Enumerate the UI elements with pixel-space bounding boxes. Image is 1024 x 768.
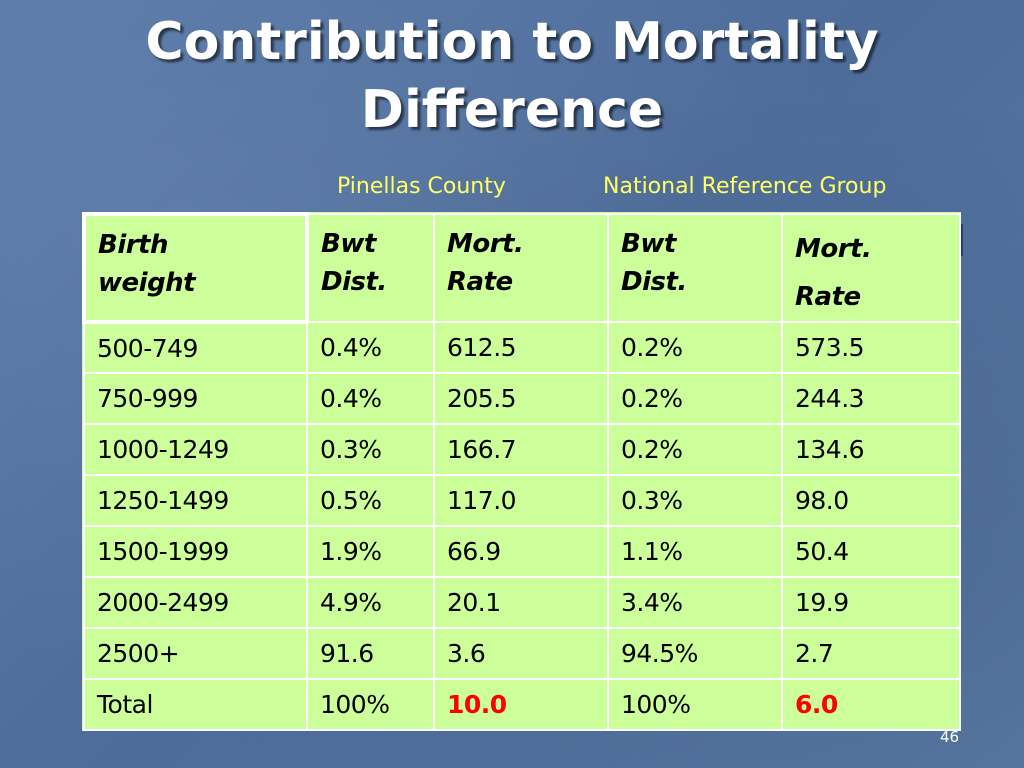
header-national-bwt-dist-line-1: Bwt — [621, 229, 676, 259]
table-row: 1500-1999 1.9% 66.9 1.1% 50.4 — [83, 525, 961, 578]
cell-national-bwt-dist: 94.5% — [607, 627, 783, 680]
mortality-table: Birth weight Bwt Dist. Mort. Rate Bwt Di… — [82, 212, 961, 731]
cell-national-mort-rate: 50.4 — [781, 525, 961, 578]
page-number: 46 — [940, 728, 960, 746]
header-birth-weight-line-1: Birth — [98, 230, 169, 260]
cell-national-bwt-dist: 3.4% — [607, 576, 783, 629]
cell-birth-weight: 750-999 — [83, 372, 308, 425]
table-row: 1000-1249 0.3% 166.7 0.2% 134.6 — [83, 423, 961, 476]
table-row-total: Total 100% 10.0 100% 6.0 — [83, 678, 961, 731]
header-national-mort-rate: Mort. Rate — [781, 213, 961, 323]
cell-national-bwt-dist: 0.2% — [607, 321, 783, 374]
table-row: 1250-1499 0.5% 117.0 0.3% 98.0 — [83, 474, 961, 527]
cell-national-mort-rate: 244.3 — [781, 372, 961, 425]
table-row: 500-749 0.4% 612.5 0.2% 573.5 — [83, 321, 961, 374]
header-pinellas-mort-rate: Mort. Rate — [433, 213, 609, 323]
header-pinellas-bwt-dist: Bwt Dist. — [306, 213, 435, 323]
header-pinellas-bwt-dist-line-1: Bwt — [321, 229, 376, 259]
cell-birth-weight: 1500-1999 — [83, 525, 308, 578]
cell-birth-weight: 2000-2499 — [83, 576, 308, 629]
header-birth-weight: Birth weight — [82, 212, 309, 324]
cell-pinellas-bwt-dist: 100% — [306, 678, 435, 731]
cell-pinellas-mort-rate: 117.0 — [433, 474, 609, 527]
cell-national-mort-rate: 2.7 — [781, 627, 961, 680]
cell-national-mort-rate: 19.9 — [781, 576, 961, 629]
cell-birth-weight: 2500+ — [83, 627, 308, 680]
cell-birth-weight: 1250-1499 — [83, 474, 308, 527]
group-label-national-reference: National Reference Group — [603, 174, 887, 199]
slide-title-line-1: Contribution to Mortality — [145, 12, 879, 72]
slide-title: Contribution to Mortality Difference — [0, 8, 1024, 144]
cell-pinellas-bwt-dist: 0.3% — [306, 423, 435, 476]
cell-national-bwt-dist: 0.2% — [607, 372, 783, 425]
cell-pinellas-mort-rate: 20.1 — [433, 576, 609, 629]
header-pinellas-mort-rate-line-2: Rate — [447, 267, 513, 297]
cell-birth-weight: 1000-1249 — [83, 423, 308, 476]
cell-pinellas-bwt-dist: 4.9% — [306, 576, 435, 629]
cell-pinellas-bwt-dist: 0.5% — [306, 474, 435, 527]
header-national-mort-rate-line-2: Rate — [795, 282, 861, 312]
cell-pinellas-mort-rate: 612.5 — [433, 321, 609, 374]
header-pinellas-mort-rate-line-1: Mort. — [447, 229, 524, 259]
table-row: 750-999 0.4% 205.5 0.2% 244.3 — [83, 372, 961, 425]
cell-national-mort-rate: 134.6 — [781, 423, 961, 476]
header-birth-weight-line-2: weight — [98, 268, 196, 298]
cell-pinellas-mort-rate: 205.5 — [433, 372, 609, 425]
table-row: 2500+ 91.6 3.6 94.5% 2.7 — [83, 627, 961, 680]
header-national-bwt-dist: Bwt Dist. — [607, 213, 783, 323]
cell-pinellas-total-mort-rate: 10.0 — [433, 678, 609, 731]
header-national-mort-rate-line-1: Mort. — [795, 234, 872, 264]
cell-birth-weight: 500-749 — [83, 321, 308, 374]
cell-national-bwt-dist: 0.2% — [607, 423, 783, 476]
cell-pinellas-bwt-dist: 0.4% — [306, 321, 435, 374]
cell-birth-weight: Total — [83, 678, 308, 731]
cell-pinellas-bwt-dist: 0.4% — [306, 372, 435, 425]
cell-national-mort-rate: 98.0 — [781, 474, 961, 527]
cell-national-bwt-dist: 100% — [607, 678, 783, 731]
table-row: 2000-2499 4.9% 20.1 3.4% 19.9 — [83, 576, 961, 629]
cell-pinellas-mort-rate: 166.7 — [433, 423, 609, 476]
group-label-pinellas-county: Pinellas County — [337, 174, 506, 199]
slide-title-line-2: Difference — [360, 80, 664, 140]
cell-national-mort-rate: 573.5 — [781, 321, 961, 374]
cell-pinellas-mort-rate: 3.6 — [433, 627, 609, 680]
cell-national-bwt-dist: 1.1% — [607, 525, 783, 578]
cell-pinellas-bwt-dist: 1.9% — [306, 525, 435, 578]
cell-national-bwt-dist: 0.3% — [607, 474, 783, 527]
header-national-bwt-dist-line-2: Dist. — [621, 267, 687, 297]
cell-pinellas-bwt-dist: 91.6 — [306, 627, 435, 680]
cell-pinellas-mort-rate: 66.9 — [433, 525, 609, 578]
cell-national-total-mort-rate: 6.0 — [781, 678, 961, 731]
header-pinellas-bwt-dist-line-2: Dist. — [321, 267, 387, 297]
table-header-row: Birth weight Bwt Dist. Mort. Rate Bwt Di… — [82, 212, 961, 324]
